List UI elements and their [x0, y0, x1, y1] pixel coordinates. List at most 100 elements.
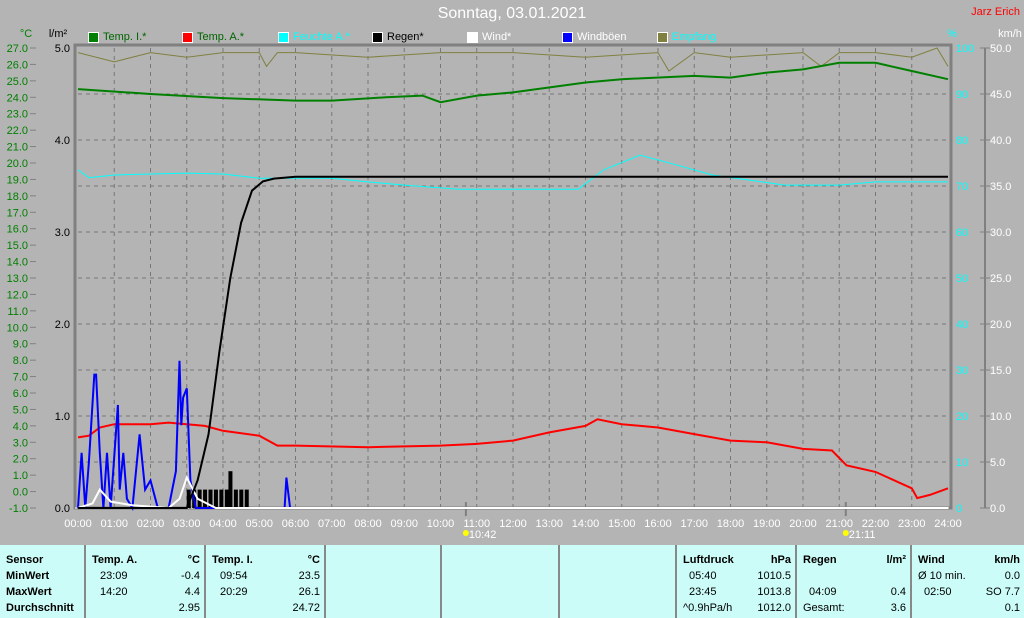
header-temp-i: Temp. I.	[212, 554, 253, 566]
legend-item: Empfang	[657, 31, 716, 43]
temp-tick-label: 8.0	[13, 355, 28, 367]
min-time: 23:09	[100, 570, 128, 582]
temp-tick-label: 12.0	[7, 289, 28, 301]
max-value: SO 7.7	[985, 586, 1020, 598]
temp-tick-label: 6.0	[13, 388, 28, 400]
humidity-tick-label: 10	[956, 457, 968, 469]
temp-tick-label: 19.0	[7, 174, 28, 186]
unit: °C	[187, 554, 200, 566]
x-tick-label: 11:00	[463, 518, 490, 530]
legend-label: Empfang	[672, 31, 717, 43]
legend-label: Windböen	[577, 31, 627, 43]
legend-label: Temp. I.*	[103, 31, 147, 43]
x-tick-label: 20:00	[789, 518, 817, 530]
temp-tick-label: 4.0	[13, 421, 28, 433]
avg10-label: Ø 10 min.	[918, 570, 966, 582]
temp-tick-label: 24.0	[7, 92, 28, 104]
min-time: 09:54	[220, 570, 248, 582]
total-label: Gesamt:	[803, 602, 845, 614]
temp-tick-label: 0.0	[13, 487, 28, 499]
x-tick-label: 23:00	[898, 518, 926, 530]
x-tick-label: 19:00	[753, 518, 781, 530]
header-rain: Regen	[803, 554, 837, 566]
max-value: 26.1	[298, 586, 320, 598]
temp-tick-label: 7.0	[13, 372, 28, 384]
temp-tick-label: 25.0	[7, 76, 28, 88]
rain-tick-label: 5.0	[55, 43, 70, 55]
max-time: 23:45	[689, 586, 717, 598]
legend-label: Feuchte A.*	[293, 31, 350, 43]
temp-tick-label: 23.0	[7, 109, 28, 121]
temp-tick-label: 17.0	[7, 207, 28, 219]
humidity-tick-label: 30	[956, 365, 968, 377]
rain-tick-label: 4.0	[55, 135, 70, 147]
x-tick-label: 14:00	[572, 518, 600, 530]
author-name: Jarz Erich	[971, 6, 1020, 18]
humidity-tick-label: 80	[956, 135, 968, 147]
legend-item: Feuchte A.*	[278, 31, 350, 43]
temp-tick-label: 21.0	[7, 142, 28, 154]
temp-tick-label: 3.0	[13, 437, 28, 449]
humidity-tick-label: 60	[956, 227, 968, 239]
x-tick-label: 12:00	[499, 518, 527, 530]
col-empty-2	[442, 545, 560, 618]
rain-bar	[239, 489, 244, 508]
temp-tick-label: 1.0	[13, 470, 28, 482]
weather-chart: °C l/m²% km/h 27.0 26.0 25.0 24.0 23.0 22.0 21.0 2…	[7, 28, 1022, 541]
x-tick-label: 01:00	[100, 518, 128, 530]
unit: km/h	[994, 554, 1020, 566]
temp-tick-label: 22.0	[7, 125, 28, 137]
moon-marker-time: 21:11	[849, 529, 876, 541]
temp-tick-label: 20.0	[7, 158, 28, 170]
humidity-tick-label: 40	[956, 319, 968, 331]
x-tick-label: 16:00	[644, 518, 672, 530]
x-tick-label: 10:00	[427, 518, 455, 530]
x-tick-label: 08:00	[354, 518, 382, 530]
x-tick-label: 18:00	[717, 518, 745, 530]
legend-swatch	[372, 31, 383, 43]
temp-tick-label: 2.0	[13, 454, 28, 466]
legend-label: Temp. A.*	[197, 31, 245, 43]
temp-tick-label: 26.0	[7, 59, 28, 71]
rain-tick-label: 1.0	[55, 411, 70, 423]
rain-bar	[203, 489, 208, 508]
wind-tick-label: 30.0	[990, 227, 1011, 239]
temp-tick-label: 11.0	[7, 306, 28, 318]
min-value: 1010.5	[757, 570, 791, 582]
min-value: -0.4	[181, 570, 200, 582]
series-regen	[78, 175, 948, 509]
humidity-tick-label: 100	[956, 43, 974, 55]
temp-tick-label: 18.0	[7, 191, 28, 203]
temp-tick-label: 14.0	[7, 257, 28, 269]
avg10-value: 0.0	[1004, 570, 1020, 582]
temp-tick-label: 13.0	[7, 273, 28, 285]
humidity-tick-label: 50	[956, 273, 968, 285]
temp-tick-label: 10.0	[7, 322, 28, 334]
temp-tick-label: 27.0	[7, 43, 28, 55]
x-tick-label: 03:00	[173, 518, 201, 530]
col-pressure: Luftdruck hPa 05:40 1010.5 23:45 1013.8 ^0.…	[677, 545, 797, 618]
x-tick-label: 13:00	[535, 518, 563, 530]
legend-swatch	[88, 31, 99, 43]
avg-value: 2.95	[178, 602, 200, 614]
header-wind: Wind	[918, 554, 945, 566]
rain-bar	[244, 489, 249, 508]
legend-item: Wind*	[467, 31, 511, 43]
legend-swatch	[278, 31, 289, 43]
humidity-tick-label: 70	[956, 181, 968, 193]
legend-swatch	[182, 31, 193, 43]
wind-tick-label: 20.0	[990, 319, 1011, 331]
chart-title: Sonntag, 03.01.2021	[437, 5, 587, 22]
series-feuchte-a	[77, 154, 948, 190]
legend-item: Windböen	[562, 31, 627, 43]
header-temp-a: Temp. A.	[92, 554, 138, 566]
temp-tick-label: 5.0	[13, 404, 28, 416]
col-wind: Wind km/h Ø 10 min. 0.0 02:50 SO 7.7 0.1	[912, 545, 1024, 618]
label-min: MinWert	[6, 570, 50, 582]
col-sensor: Sensor MinWert MaxWert Durchschnitt	[0, 545, 86, 618]
wind-tick-label: 5.0	[990, 457, 1005, 469]
max-time: 02:50	[924, 586, 952, 598]
rain-bar	[208, 489, 213, 508]
legend-item: Regen*	[372, 31, 424, 43]
unit: °C	[307, 554, 320, 566]
